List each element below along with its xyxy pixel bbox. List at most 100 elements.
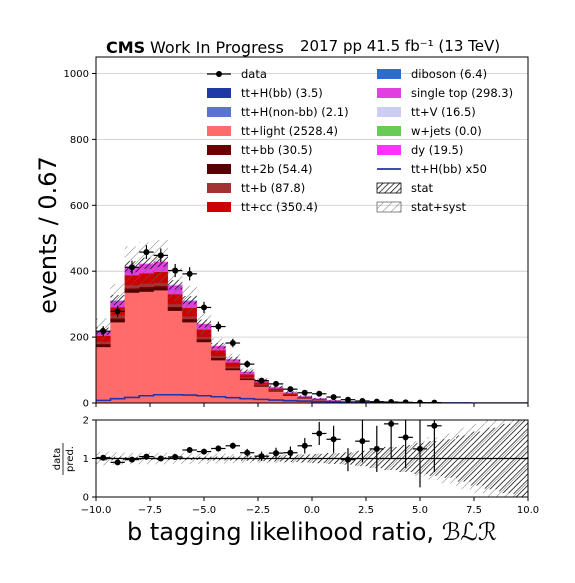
legend-marker-tt-bb-30-5 [207,145,231,155]
data-point [157,252,164,259]
data-point [301,389,308,396]
ratio-plot-frame [95,419,529,498]
bar-tt-2b [153,287,169,291]
ratio-point [344,456,351,463]
bar-tt-light [196,341,212,403]
legend-marker-tt-b-87-8 [207,183,231,193]
experiment-label: CMS [106,38,145,57]
legend-label-single-top-298-3: single top (298.3) [411,86,513,100]
x-tick-label: −10.0 [81,505,112,516]
legend-marker-tt-light-2528-4 [207,126,231,136]
bar-tt-light [96,346,111,403]
data-point [388,399,395,403]
ratio-label-top: data [52,448,63,471]
bar-tt-light [124,292,140,403]
legend-label-tt-h-bb-3-5: tt+H(bb) (3.5) [241,86,323,100]
ratio-point [186,447,193,454]
bar-tt-bb [110,318,125,320]
legend-marker-dy-19-5 [377,145,401,155]
legend-label-tt-cc-350-4: tt+cc (350.4) [241,200,318,214]
legend-marker-tt-h-bb-3-5 [207,88,231,98]
ratio-points [96,420,442,488]
legend-label-stat: stat [411,181,434,195]
data-point [244,361,251,368]
bar-tt-light [110,322,125,403]
bar-tt-b [182,316,198,320]
data-point [258,377,265,384]
data-point [229,340,236,347]
stat-band [297,395,312,397]
data-point [201,304,207,311]
data-point [431,399,438,403]
bar-tt-light [268,391,284,403]
ratio-point [258,453,265,460]
legend-label-tt-light-2528-4: tt+light (2528.4) [241,124,338,138]
status-label: Work In Progress [150,38,284,57]
x-tick-label: −5.0 [192,505,216,516]
bar-tt-2b [167,307,183,311]
legend-marker-tt-cc-350-4 [207,202,231,212]
ratio-point [431,422,438,429]
x-axis-label: b tagging likelihood ratio, ℬℒℛ [127,518,497,546]
legend-marker-w-jets-0-0 [377,126,401,136]
bar-tt-bb [153,285,169,288]
legend-marker-stat-syst [376,201,402,213]
x-tick-label: 7.5 [466,505,482,516]
x-tick-label: 0.0 [304,505,320,516]
data-point [143,249,150,256]
ratio-point [388,420,395,427]
stat-band [211,342,226,349]
bar-tt-light [254,386,269,403]
x-tick-label: −2.5 [246,505,270,516]
data-point [417,399,423,403]
ratio-point [244,449,251,456]
ratio-point [114,459,121,466]
ratio-point [273,450,280,457]
ratio-label-bottom: pred. [65,446,76,472]
legend-label-dy-19-5: dy (19.5) [411,143,463,157]
ratio-point [128,456,135,463]
y-tick-label: 600 [70,201,89,212]
y-tick-label: 800 [70,135,89,146]
stat-band [268,385,284,389]
data-point [172,267,179,274]
data-point [287,386,294,393]
y-tick-label: 400 [70,267,89,278]
ratio-axis-ticks: 0 1 2 −10.0 −7.5 −5.0 −2.5 0.0 2.5 5.0 7.5 10.0 [81,416,539,517]
data-point [402,399,409,403]
legend-marker-tt-h-non-bb-2-1 [207,107,231,117]
ratio-point [417,445,423,452]
stat-band [225,356,241,362]
bar-tt-bb [139,286,154,289]
data-point [373,398,380,403]
bar-tt-b [210,355,226,359]
main-plot-frame [95,56,529,404]
ratio-y-tick-label: 1 [83,454,89,465]
bar-tt-light [167,310,183,403]
y-axis-label: events / 0.67 [34,156,62,314]
data-point [215,323,222,330]
ratio-point [359,438,366,445]
legend-marker-diboson-6-4 [377,69,401,79]
stat-band [196,319,212,328]
data-point [344,396,351,403]
bar-tt-b [153,282,169,287]
stat-band [110,295,125,306]
legend-label-w-jets-0-0: w+jets (0.0) [411,124,482,138]
y-tick-label: 0 [83,399,89,410]
stat-band [240,369,255,374]
bar-tt-2b [210,358,226,361]
x-tick-label: −7.5 [138,505,162,516]
bar-tt-2b [124,289,140,293]
ratio-point [301,442,308,449]
bar-tt-2b [110,319,125,323]
ratio-point [215,445,222,452]
legend-marker-tt-2b-54-4 [207,164,231,174]
ratio-point [143,453,150,460]
ratio-point [402,434,409,441]
x-tick-label: 10.0 [517,505,539,516]
bar-tt-b [167,303,183,308]
bar-tt-light [139,291,154,403]
bar-tt-2b [139,288,154,292]
